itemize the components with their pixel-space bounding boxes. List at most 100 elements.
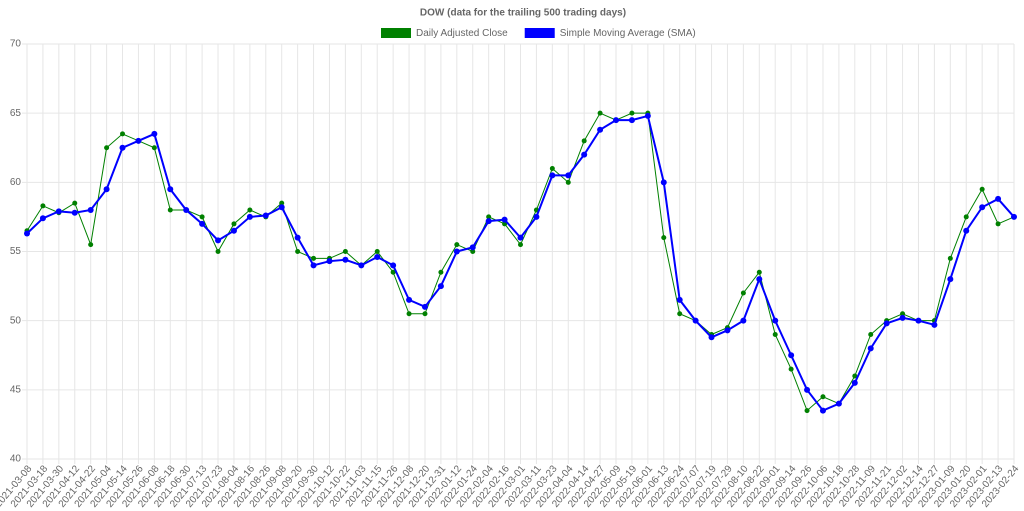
data-point xyxy=(453,248,460,255)
data-point xyxy=(756,269,762,275)
data-point xyxy=(151,130,158,137)
data-point xyxy=(995,221,1001,227)
data-point xyxy=(485,218,492,225)
y-tick-label: 70 xyxy=(10,39,22,50)
data-point xyxy=(103,186,110,193)
data-point xyxy=(374,254,381,261)
y-tick-label: 60 xyxy=(10,177,22,188)
data-point xyxy=(119,144,126,151)
data-point xyxy=(724,327,731,334)
data-point xyxy=(120,131,126,137)
data-point xyxy=(278,204,285,211)
data-point xyxy=(788,352,795,359)
data-point xyxy=(772,332,778,337)
data-point xyxy=(661,235,667,241)
data-point xyxy=(756,276,763,283)
data-point xyxy=(374,249,380,254)
data-point xyxy=(215,237,222,244)
data-point xyxy=(931,321,938,328)
y-tick-label: 40 xyxy=(10,454,22,465)
data-point xyxy=(279,200,285,206)
data-point xyxy=(947,255,953,261)
data-point xyxy=(804,408,810,414)
data-point xyxy=(390,262,397,269)
data-point xyxy=(246,213,253,220)
data-point xyxy=(167,207,173,213)
data-point xyxy=(262,212,269,219)
data-point xyxy=(708,334,715,341)
data-point xyxy=(342,256,349,263)
data-point xyxy=(406,296,413,303)
data-point xyxy=(565,172,572,179)
data-point xyxy=(501,216,508,223)
data-point xyxy=(899,314,906,321)
data-point xyxy=(677,311,683,317)
data-point xyxy=(199,220,206,227)
data-point xyxy=(581,138,587,144)
data-point xyxy=(40,203,46,209)
data-point xyxy=(819,407,826,414)
data-point xyxy=(1011,213,1017,220)
data-point xyxy=(24,230,30,237)
data-point xyxy=(230,227,237,234)
legend-label: Simple Moving Average (SMA) xyxy=(560,28,696,39)
legend-swatch xyxy=(381,28,411,38)
legend-swatch xyxy=(524,28,555,38)
data-point xyxy=(167,186,174,193)
data-point xyxy=(740,317,747,324)
data-point xyxy=(231,221,237,227)
data-point xyxy=(294,234,301,241)
data-point xyxy=(835,400,842,407)
data-point xyxy=(979,186,985,192)
data-point xyxy=(851,379,858,386)
data-point xyxy=(310,262,317,269)
data-point xyxy=(311,255,317,261)
data-point xyxy=(247,207,253,213)
data-point xyxy=(518,242,523,248)
data-point xyxy=(72,200,78,206)
data-point xyxy=(995,195,1002,202)
chart-title: DOW (data for the trailing 500 trading d… xyxy=(420,8,626,19)
data-point xyxy=(295,249,301,254)
data-point xyxy=(87,207,94,213)
y-tick-label: 45 xyxy=(10,384,22,395)
data-point xyxy=(55,208,62,215)
data-point xyxy=(215,249,221,254)
data-point xyxy=(358,262,365,269)
legend-label: Daily Adjusted Close xyxy=(416,28,508,39)
data-point xyxy=(422,311,428,317)
data-point xyxy=(469,244,476,251)
data-point xyxy=(868,332,874,337)
data-point xyxy=(406,311,412,317)
data-point xyxy=(71,209,78,216)
y-tick-label: 65 xyxy=(10,108,22,119)
data-point xyxy=(39,215,46,222)
data-point xyxy=(470,249,476,254)
data-point xyxy=(820,394,826,400)
data-point xyxy=(852,373,858,379)
data-point xyxy=(517,234,524,241)
data-point xyxy=(421,303,428,310)
data-point xyxy=(326,258,333,265)
data-point xyxy=(565,179,571,185)
data-point xyxy=(644,112,651,119)
data-point xyxy=(883,320,890,327)
data-point xyxy=(772,317,779,324)
data-point xyxy=(581,151,588,158)
data-point xyxy=(660,179,667,186)
data-point xyxy=(740,290,746,296)
data-point xyxy=(900,311,906,317)
data-point xyxy=(438,269,444,275)
data-point xyxy=(963,214,969,220)
data-point xyxy=(533,213,540,220)
data-point xyxy=(613,117,620,124)
data-point xyxy=(947,276,954,283)
data-point xyxy=(549,172,556,179)
data-point xyxy=(867,345,874,352)
data-point xyxy=(629,110,635,116)
data-point xyxy=(454,242,460,248)
data-point xyxy=(676,296,683,303)
data-point xyxy=(963,227,970,234)
data-point xyxy=(804,386,811,393)
